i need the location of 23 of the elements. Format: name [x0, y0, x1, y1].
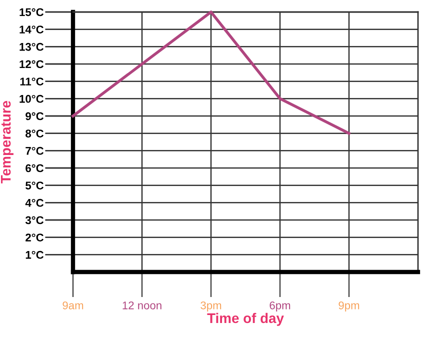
y-tick-label: 7°C	[26, 146, 44, 155]
y-tick-label: 4°C	[25, 198, 44, 207]
y-tick-label: 13°C	[20, 42, 44, 51]
y-tick-label: 1°C	[26, 250, 44, 259]
x-axis-title: Time of day	[207, 312, 284, 326]
y-tick-label: 3°C	[25, 216, 44, 224]
y-tick-label: 2°C	[26, 234, 44, 242]
x-tick-label: 3pm	[200, 301, 222, 312]
y-tick-label: 8°C	[26, 130, 44, 138]
x-tick-label: 9pm	[338, 301, 360, 312]
y-tick-label: 5°C	[26, 182, 44, 190]
y-tick-label: 9°C	[26, 112, 44, 120]
y-tick-label: 12°C	[20, 60, 44, 68]
x-tick-label: 6pm	[270, 301, 290, 312]
y-tick-label: 6°C	[26, 164, 44, 172]
y-axis-title: Temperature	[1, 100, 14, 184]
y-tick-label: 15°C	[20, 8, 44, 16]
y-tick-label: 14°C	[20, 26, 44, 34]
y-tick-label: 10°C	[20, 94, 44, 103]
line-series	[72, 10, 350, 135]
x-tick-label: 12 noon	[122, 301, 162, 310]
x-tick-label: 9am	[62, 301, 84, 310]
y-tick-label: 11°C	[20, 78, 44, 86]
